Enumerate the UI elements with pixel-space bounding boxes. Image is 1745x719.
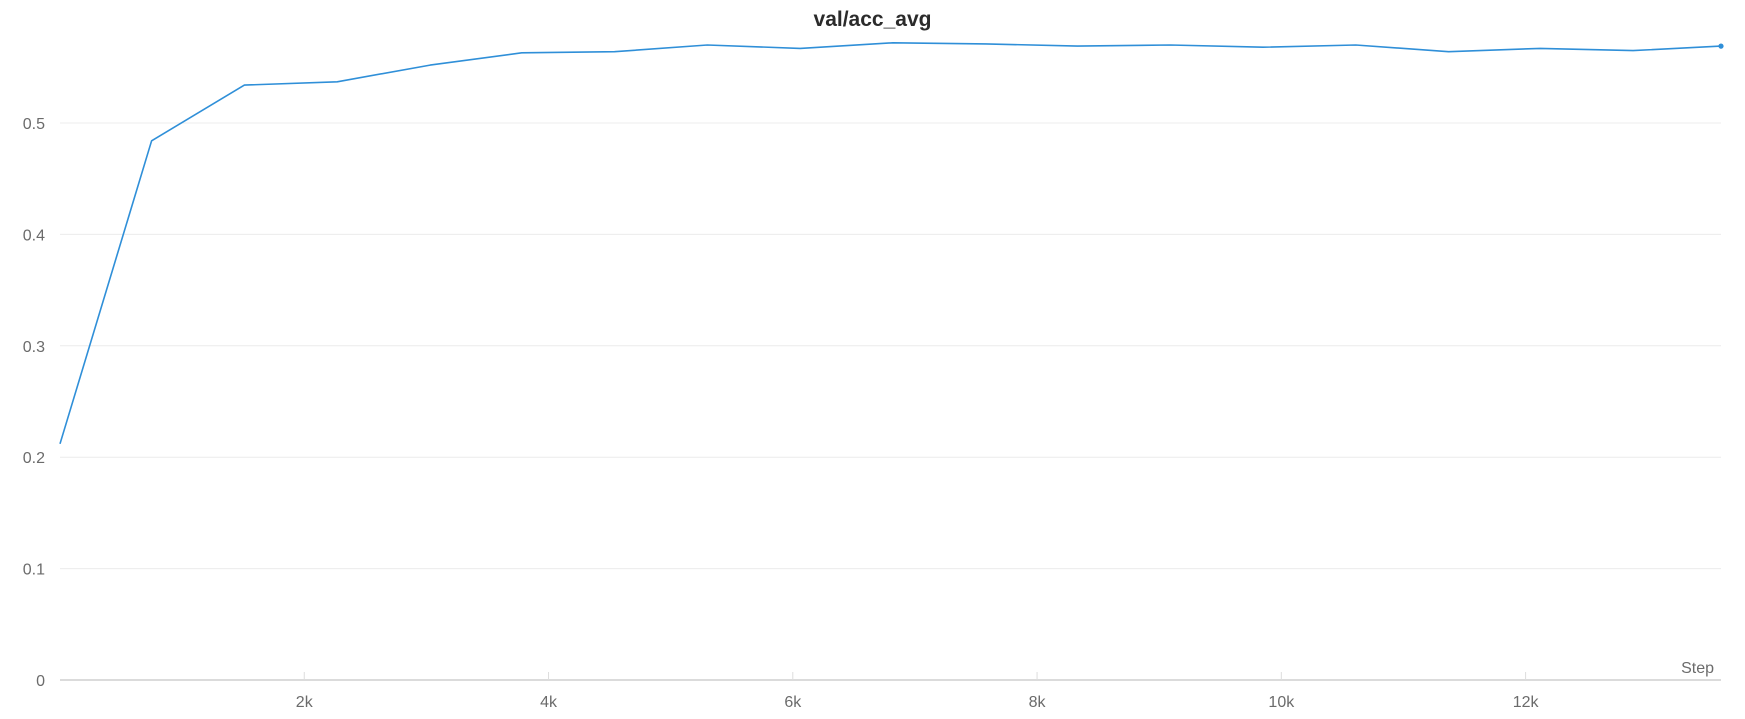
- chart-title: val/acc_avg: [813, 8, 932, 31]
- y-tick-label: 0.5: [23, 116, 45, 133]
- x-tick-label: 2k: [296, 694, 314, 711]
- x-tick-label: 4k: [540, 694, 558, 711]
- y-tick-label: 0.4: [23, 227, 45, 244]
- x-tick-label: 12k: [1513, 694, 1540, 711]
- y-tick-label: 0.1: [23, 562, 45, 579]
- x-tick-label: 8k: [1029, 694, 1047, 711]
- data-point: [1718, 43, 1724, 49]
- y-tick-label: 0: [36, 673, 45, 690]
- x-tick-label: 10k: [1268, 694, 1295, 711]
- x-axis-title: Step: [1681, 660, 1714, 677]
- series-line: [59, 41, 1722, 445]
- x-tick-label: 6k: [784, 694, 802, 711]
- y-tick-label: 0.2: [23, 450, 45, 467]
- y-tick-label: 0.3: [23, 339, 45, 356]
